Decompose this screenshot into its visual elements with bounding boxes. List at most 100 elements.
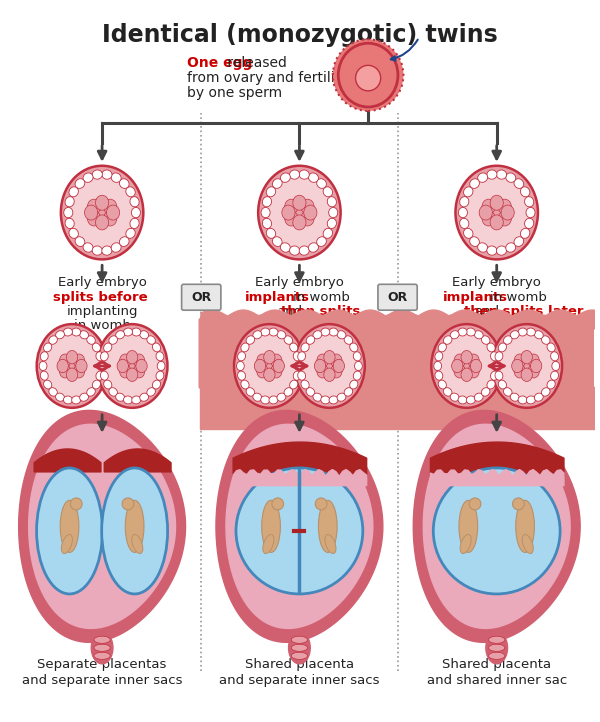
Ellipse shape (94, 644, 110, 651)
Ellipse shape (452, 360, 463, 373)
Ellipse shape (253, 331, 262, 339)
Ellipse shape (350, 343, 358, 352)
Ellipse shape (434, 362, 442, 370)
Ellipse shape (92, 380, 101, 389)
Ellipse shape (264, 360, 275, 373)
Ellipse shape (59, 365, 71, 378)
Ellipse shape (313, 393, 322, 401)
FancyBboxPatch shape (182, 284, 221, 310)
Text: Early embryo: Early embryo (452, 276, 541, 289)
Ellipse shape (96, 352, 104, 361)
Ellipse shape (496, 246, 506, 255)
Ellipse shape (514, 365, 526, 378)
Ellipse shape (487, 246, 497, 255)
Ellipse shape (337, 393, 346, 401)
Circle shape (315, 498, 327, 510)
Ellipse shape (261, 396, 270, 404)
Ellipse shape (435, 352, 443, 361)
Ellipse shape (236, 468, 363, 594)
Ellipse shape (521, 360, 532, 373)
Ellipse shape (510, 393, 519, 401)
Ellipse shape (60, 500, 79, 552)
Ellipse shape (458, 328, 467, 336)
Ellipse shape (306, 388, 315, 396)
Ellipse shape (127, 360, 138, 373)
Ellipse shape (94, 652, 110, 659)
Ellipse shape (308, 173, 319, 183)
Ellipse shape (518, 396, 527, 404)
Ellipse shape (520, 187, 530, 197)
Ellipse shape (131, 207, 140, 218)
Ellipse shape (291, 644, 308, 651)
Text: Early embryo: Early embryo (58, 276, 146, 289)
Ellipse shape (496, 170, 506, 179)
Polygon shape (29, 425, 176, 628)
Ellipse shape (65, 196, 74, 207)
Ellipse shape (526, 328, 535, 336)
Text: Shared placenta: Shared placenta (245, 658, 354, 671)
Ellipse shape (92, 343, 101, 352)
Text: from ovary and fertilised: from ovary and fertilised (187, 71, 359, 85)
Ellipse shape (308, 243, 319, 252)
Ellipse shape (64, 396, 73, 404)
Ellipse shape (353, 371, 361, 380)
Ellipse shape (329, 207, 338, 218)
Ellipse shape (94, 636, 110, 643)
Ellipse shape (119, 354, 131, 367)
Ellipse shape (69, 187, 79, 197)
Ellipse shape (111, 243, 121, 252)
Ellipse shape (102, 246, 112, 255)
Ellipse shape (104, 211, 117, 226)
Text: splits before: splits before (53, 291, 148, 304)
Ellipse shape (494, 362, 502, 370)
Ellipse shape (88, 211, 101, 226)
Ellipse shape (487, 170, 497, 179)
Ellipse shape (518, 328, 527, 336)
Ellipse shape (455, 166, 538, 259)
Ellipse shape (104, 343, 112, 352)
Ellipse shape (262, 218, 272, 228)
Ellipse shape (470, 179, 479, 188)
Ellipse shape (271, 354, 282, 367)
Ellipse shape (257, 365, 268, 378)
Ellipse shape (125, 500, 144, 552)
Ellipse shape (264, 350, 275, 364)
Ellipse shape (75, 237, 85, 246)
Ellipse shape (266, 175, 332, 250)
Ellipse shape (285, 211, 298, 226)
Ellipse shape (470, 360, 482, 373)
Ellipse shape (290, 170, 299, 179)
Ellipse shape (301, 211, 314, 226)
Text: Shared placenta: Shared placenta (442, 658, 551, 671)
Ellipse shape (273, 360, 284, 373)
Ellipse shape (246, 388, 254, 396)
Text: released: released (223, 56, 287, 70)
Ellipse shape (140, 331, 149, 339)
Ellipse shape (254, 360, 266, 373)
Text: implants: implants (245, 291, 310, 304)
Ellipse shape (486, 632, 508, 664)
Ellipse shape (338, 43, 398, 107)
Ellipse shape (324, 360, 335, 373)
Ellipse shape (100, 371, 108, 380)
Ellipse shape (498, 199, 511, 214)
Ellipse shape (514, 179, 524, 188)
Ellipse shape (156, 371, 164, 380)
Ellipse shape (521, 350, 532, 364)
Ellipse shape (269, 396, 278, 404)
Ellipse shape (528, 365, 539, 378)
Ellipse shape (262, 500, 280, 552)
Ellipse shape (272, 237, 282, 246)
FancyBboxPatch shape (199, 318, 400, 389)
Ellipse shape (514, 237, 524, 246)
Ellipse shape (501, 205, 514, 220)
Circle shape (356, 66, 380, 91)
Ellipse shape (92, 246, 103, 255)
Ellipse shape (266, 187, 275, 197)
Ellipse shape (37, 468, 103, 594)
Ellipse shape (466, 396, 475, 404)
Ellipse shape (293, 195, 306, 210)
Ellipse shape (290, 246, 299, 255)
Ellipse shape (431, 324, 502, 408)
Ellipse shape (301, 333, 358, 399)
